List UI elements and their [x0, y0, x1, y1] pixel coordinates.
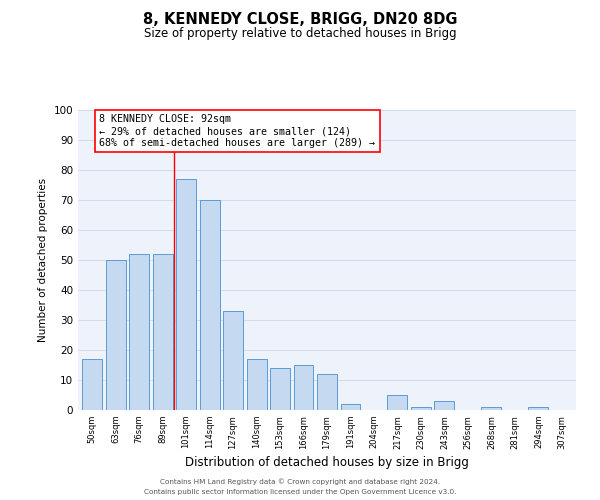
Bar [223, 311, 243, 410]
X-axis label: Distribution of detached houses by size in Brigg: Distribution of detached houses by size … [185, 456, 469, 468]
Text: 8, KENNEDY CLOSE, BRIGG, DN20 8DG: 8, KENNEDY CLOSE, BRIGG, DN20 8DG [143, 12, 457, 28]
Bar [247, 359, 266, 410]
Y-axis label: Number of detached properties: Number of detached properties [38, 178, 48, 342]
Bar [270, 368, 290, 410]
Bar [293, 365, 313, 410]
Bar [152, 254, 173, 410]
Bar [388, 395, 407, 410]
Bar [481, 407, 502, 410]
Bar [411, 407, 431, 410]
Bar [82, 359, 102, 410]
Bar [200, 200, 220, 410]
Bar [317, 374, 337, 410]
Bar [341, 404, 361, 410]
Bar [434, 401, 454, 410]
Bar [176, 179, 196, 410]
Text: Contains HM Land Registry data © Crown copyright and database right 2024.: Contains HM Land Registry data © Crown c… [160, 478, 440, 485]
Text: Contains public sector information licensed under the Open Government Licence v3: Contains public sector information licen… [144, 489, 456, 495]
Bar [129, 254, 149, 410]
Bar [106, 260, 125, 410]
Bar [529, 407, 548, 410]
Text: 8 KENNEDY CLOSE: 92sqm
← 29% of detached houses are smaller (124)
68% of semi-de: 8 KENNEDY CLOSE: 92sqm ← 29% of detached… [99, 114, 375, 148]
Text: Size of property relative to detached houses in Brigg: Size of property relative to detached ho… [143, 28, 457, 40]
